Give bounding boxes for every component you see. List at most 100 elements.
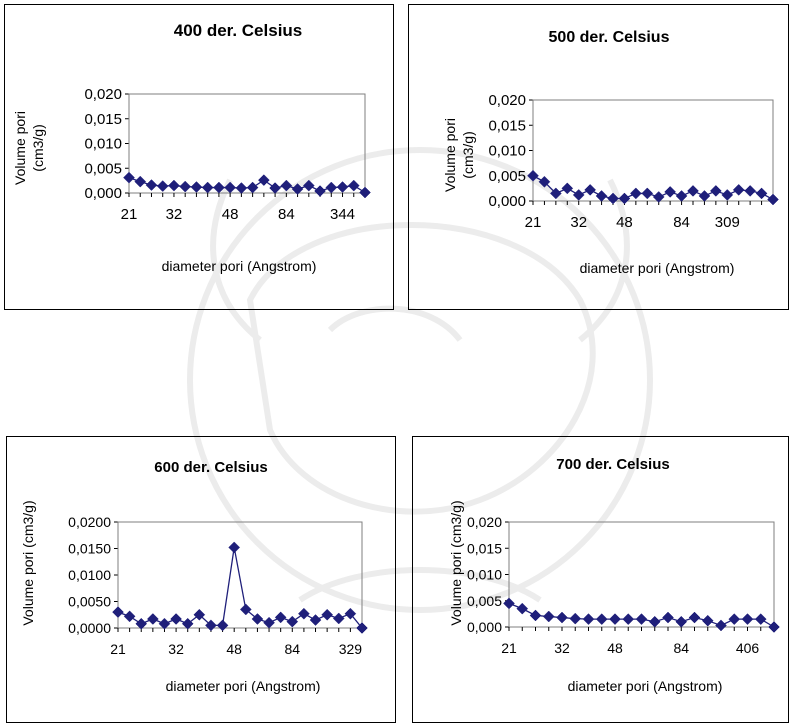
chart-500-point	[550, 187, 562, 200]
chart-400-point	[179, 180, 192, 193]
chart-600-ytick-label: 0,0050	[68, 594, 111, 610]
chart-600-point	[321, 608, 333, 621]
chart-600-point	[298, 607, 310, 620]
chart-600-point	[309, 614, 322, 626]
chart-600-ytick-label: 0,0100	[68, 567, 111, 583]
chart-400-point	[201, 181, 214, 194]
chart-500-point	[664, 186, 676, 198]
chart-500-point	[527, 169, 539, 182]
chart-700-point	[542, 610, 555, 623]
chart-700-point	[622, 613, 635, 625]
chart-700-point	[556, 611, 568, 624]
chart-500-ylabel-line2: (cm3/g)	[460, 131, 476, 178]
chart-700-point	[503, 597, 515, 610]
chart-600-point	[332, 612, 345, 625]
chart-400-svg: 400 der. Celsius 0,000 0,005 0,010 0,015 0,0…	[12, 21, 371, 274]
chart-600-xtick-label: 21	[110, 641, 126, 657]
chart-500-point	[710, 185, 722, 197]
chart-500-svg: 500 der. Celsius 0,000 0,005 0,010 0,015 0,0…	[442, 29, 779, 276]
chart-600-ytick-label: 0,0150	[68, 541, 111, 557]
chart-700-xtick-label: 21	[501, 640, 517, 656]
chart-400-point	[314, 185, 326, 197]
chart-600-ytick-label: 0,0000	[68, 620, 111, 636]
chart-500-point	[721, 189, 734, 201]
chart-400-plot-area	[128, 93, 366, 194]
chart-400-ylabel-line2: (cm3/g)	[30, 124, 46, 171]
chart-600-point	[356, 622, 368, 634]
chart-500-point	[698, 190, 711, 202]
chart-500-point	[652, 191, 665, 203]
chart-500-point	[641, 187, 654, 200]
chart-400-xlabel: diameter pori (Angstrom)	[162, 258, 317, 274]
chart-500-ytick-label: 0,000	[488, 193, 526, 210]
chart-700-ytick-label: 0,020	[467, 514, 502, 530]
chart-700-point	[516, 602, 529, 615]
chart-400-point	[168, 179, 180, 192]
chart-500-xtick-label: 309	[715, 214, 740, 231]
chart-400-xtick-label: 21	[121, 206, 138, 223]
chart-500-ytick-label: 0,015	[488, 117, 526, 134]
chart-400-point	[336, 181, 349, 193]
chart-400-xtick-label: 84	[278, 206, 295, 223]
chart-600-point	[205, 619, 217, 632]
chart-700-point	[688, 611, 701, 624]
chart-700-point	[768, 621, 780, 633]
chart-500-ytick-label: 0,010	[488, 143, 526, 160]
chart-500-point	[572, 189, 585, 201]
chart-500-point	[732, 184, 745, 196]
chart-400-point	[134, 175, 147, 188]
chart-700-point	[754, 613, 767, 625]
chart-600-point	[216, 619, 229, 632]
chart-600-ylabel: Volume pori (cm3/g)	[20, 500, 36, 625]
chart-700-point	[675, 615, 688, 628]
chart-panel-400: 400 der. Celsius 0,000 0,005 0,010 0,015 0,0…	[4, 4, 394, 310]
chart-700-point	[529, 609, 542, 622]
chart-700-point	[595, 613, 608, 625]
chart-panel-500: 500 der. Celsius 0,000 0,005 0,010 0,015 0,0…	[408, 4, 789, 310]
chart-700-point	[582, 613, 595, 625]
chart-500-xlabel: diameter pori (Angstrom)	[580, 260, 735, 276]
chart-500-plot-area	[532, 99, 774, 202]
chart-500-point	[584, 184, 596, 196]
chart-700-point	[728, 613, 741, 625]
chart-500-xtick-label: 32	[570, 214, 587, 231]
chart-700-point	[701, 614, 714, 627]
chart-600-point	[123, 610, 136, 623]
chart-600-xtick-label: 84	[284, 641, 300, 657]
chart-500-ytick-label: 0,020	[488, 92, 526, 109]
chart-600-point	[112, 606, 124, 618]
chart-400-ytick-label: 0,005	[84, 160, 122, 177]
chart-400-point	[258, 174, 270, 186]
chart-400-series-line	[128, 177, 366, 194]
chart-600-plot-area	[117, 521, 363, 629]
chart-400-xtick-label: 344	[330, 206, 355, 223]
chart-400-point	[347, 179, 360, 192]
chart-400-point	[359, 186, 371, 199]
chart-600-svg: 600 der. Celsius 0,0000 0,0050 0,0100 0,015…	[20, 459, 368, 694]
chart-500-ylabel-line1: Volume pori	[442, 118, 458, 192]
chart-700-xtick-label: 48	[607, 640, 623, 656]
chart-500-point	[607, 192, 619, 205]
chart-700-ytick-label: 0,000	[467, 619, 502, 635]
chart-400-point	[291, 183, 304, 195]
chart-700-point	[648, 615, 661, 628]
chart-400-xtick-label: 48	[222, 206, 239, 223]
chart-700-title: 700 der. Celsius	[556, 456, 669, 473]
chart-400-ylabel-line1: Volume pori	[12, 111, 28, 185]
chart-600-xlabel: diameter pori (Angstrom)	[166, 678, 321, 694]
chart-500-point	[755, 187, 768, 200]
chart-400-point	[156, 180, 169, 192]
chart-600-point	[135, 617, 148, 630]
chart-400-ytick-label: 0,010	[84, 136, 122, 153]
chart-500-point	[744, 185, 756, 197]
chart-600-point	[239, 603, 252, 616]
chart-500-xtick-label: 48	[616, 214, 633, 231]
chart-700-point	[635, 613, 648, 625]
chart-700-ylabel: Volume pori (cm3/g)	[448, 500, 464, 625]
chart-500-point	[767, 193, 779, 206]
chart-600-point	[181, 617, 194, 630]
chart-600-point	[286, 615, 299, 628]
chart-600-series-line	[117, 547, 363, 629]
chart-400-xtick-label: 32	[166, 206, 183, 223]
chart-700-xtick-label: 84	[673, 640, 689, 656]
